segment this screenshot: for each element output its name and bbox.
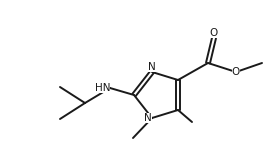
Text: O: O (210, 28, 218, 38)
Text: O: O (232, 67, 240, 77)
Text: N: N (144, 113, 152, 123)
Text: HN: HN (95, 83, 110, 93)
Text: N: N (148, 62, 156, 72)
